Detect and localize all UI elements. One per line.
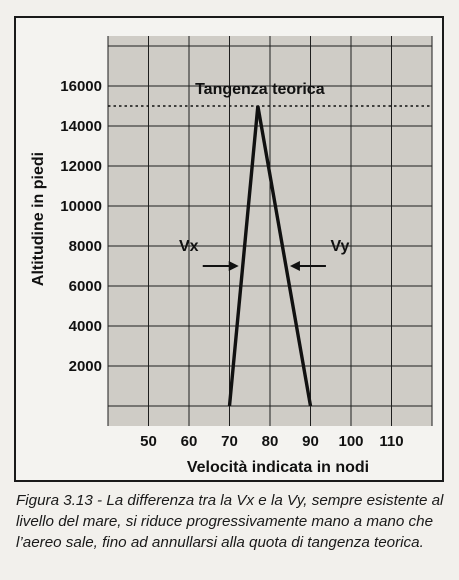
series [227,105,313,407]
ceiling-label: Tangenza teorica [195,81,325,98]
series-line-vx [227,105,260,407]
annotation-label-vx: Vx [179,238,199,255]
annotation-label-vy: Vy [330,238,349,255]
y-tick-label: 16000 [60,78,102,95]
x-tick-label: 60 [181,433,198,450]
y-tick-label: 10000 [60,198,102,215]
y-tick-label: 12000 [60,158,102,175]
arrow-head-vy [289,261,300,271]
arrow-head-vx [228,261,239,271]
y-axis-title: Altitudine in piedi [30,152,47,286]
y-tick-label: 6000 [69,278,102,295]
x-tick-label: 100 [338,433,363,450]
x-tick-label: 50 [140,433,157,450]
chart-svg: 2000 4000 6000 8000 10000 12000 14000 16000 50 6… [30,36,433,476]
y-tick-labels: 2000 4000 6000 8000 10000 12000 14000 16000 [60,78,102,375]
x-tick-label: 80 [262,433,279,450]
x-tick-label: 110 [379,433,403,450]
x-tick-label: 90 [302,433,319,450]
y-tick-label: 14000 [60,118,102,135]
x-axis-title: Velocità indicata in nodi [187,459,369,476]
figure-caption: Figura 3.13 - La differenza tra la Vx e … [16,492,444,551]
x-tick-labels: 50 60 70 80 90 100 110 [140,433,403,450]
annotations: Vx Vy [179,238,350,271]
x-tick-label: 70 [221,433,238,450]
y-tick-label: 8000 [69,238,102,255]
series-line-vy [256,105,313,407]
y-tick-label: 4000 [69,318,102,335]
y-tick-label: 2000 [69,358,102,375]
